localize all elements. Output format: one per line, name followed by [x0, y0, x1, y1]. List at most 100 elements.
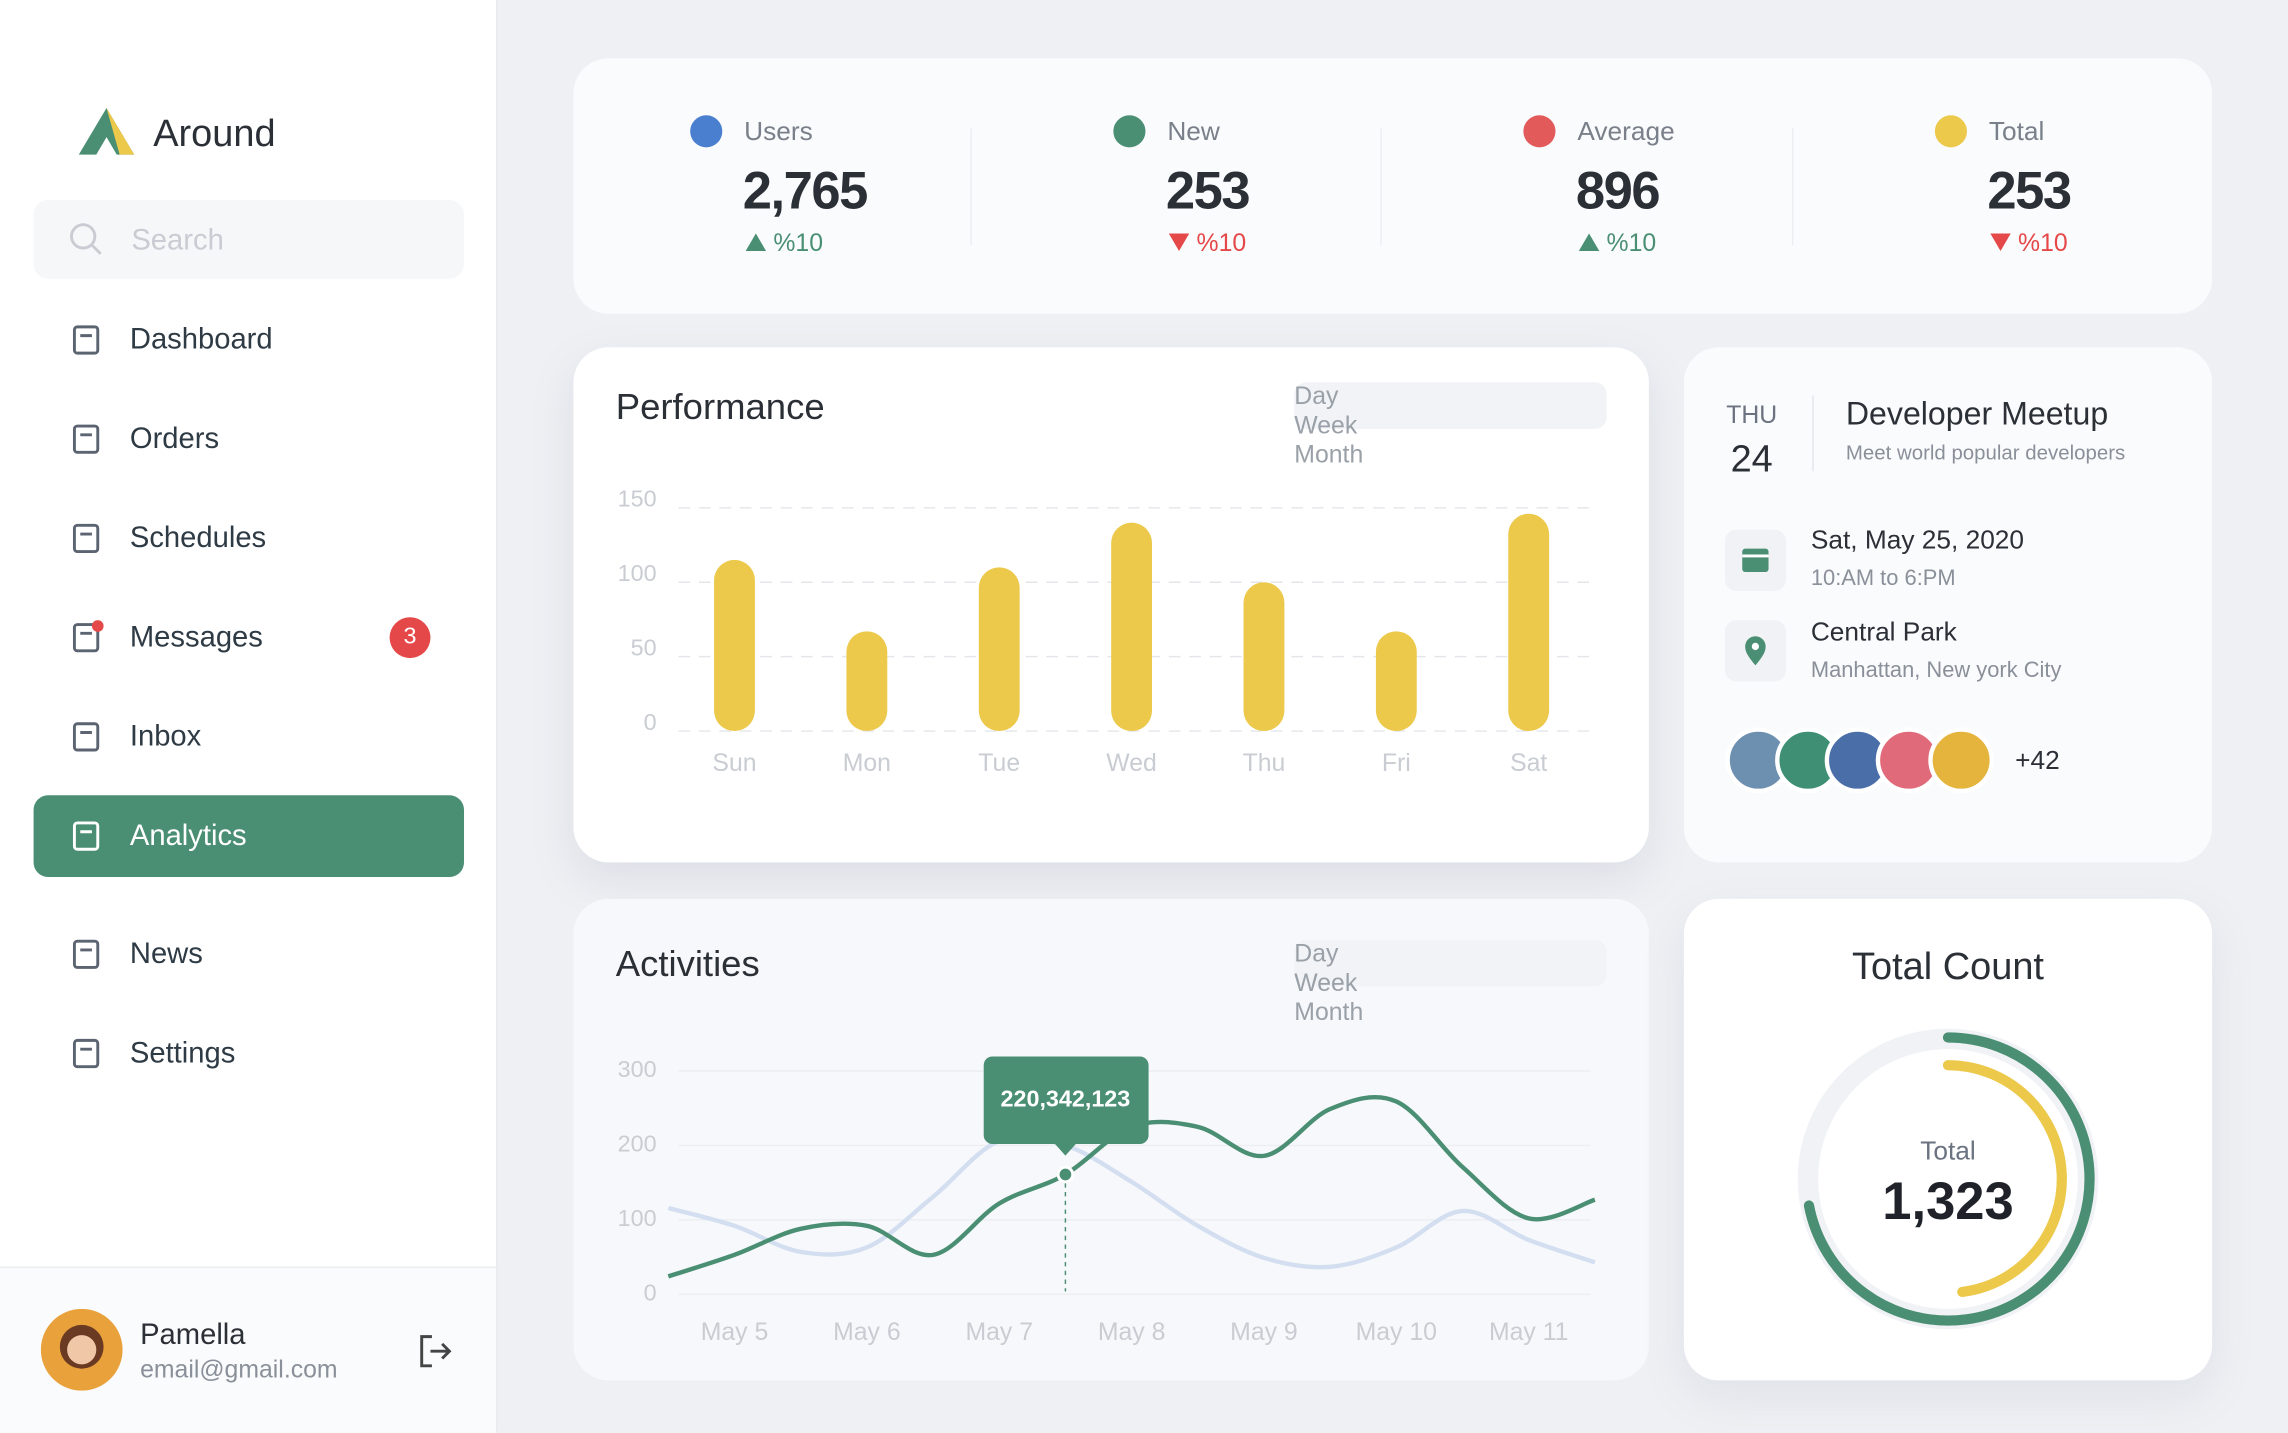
nav-item[interactable]: News	[34, 913, 464, 995]
nav-item[interactable]: Dashboard	[34, 299, 464, 381]
tabs: Day Week Month	[1294, 939, 1607, 1026]
stat-label: Total	[1988, 116, 2045, 146]
bar	[978, 567, 1020, 732]
user-panel: Pamella email@gmail.com	[0, 1266, 497, 1433]
event-day: 24	[1730, 436, 1773, 481]
icon-shape	[1523, 115, 1556, 148]
search-icon	[70, 223, 102, 255]
nav-icon	[72, 325, 100, 355]
icon-shape	[72, 623, 100, 653]
bar	[1243, 582, 1285, 732]
stat-change: %10	[2018, 229, 2068, 257]
card-title: Performance	[615, 386, 825, 428]
x-tick-label: Sat	[1510, 750, 1547, 777]
x-tick-label: May 7	[965, 1319, 1033, 1346]
y-tick-label: 100	[618, 560, 657, 586]
tooltip-text: 220,342,123	[1001, 1085, 1131, 1111]
notification-dot	[91, 620, 104, 632]
event-place: Central Park	[1810, 617, 1957, 647]
nav-item[interactable]: Schedules	[34, 498, 464, 580]
y-tick-label: 0	[644, 709, 657, 735]
nav-icon	[72, 821, 100, 851]
nav-item[interactable]: Inbox	[34, 696, 464, 778]
x-tick-label: Mon	[843, 750, 891, 777]
stat-icon	[690, 115, 723, 148]
tab[interactable]: Day	[1294, 939, 1339, 968]
stat-icon	[1113, 115, 1146, 148]
tooltip	[983, 1056, 1149, 1144]
y-tick-label: 300	[618, 1056, 657, 1082]
center-label: Total	[1920, 1136, 1975, 1166]
nav-item[interactable]: Settings	[34, 1013, 464, 1095]
nav-label: Analytics	[129, 819, 247, 852]
event-time: 10:AM to 6:PM	[1810, 566, 1956, 591]
x-tick-label: Tue	[978, 750, 1020, 777]
tab[interactable]: Week	[1294, 411, 1358, 440]
divider	[1791, 128, 1794, 246]
trend-arrow	[1578, 233, 1600, 251]
icon-shape	[72, 325, 100, 355]
trend-arrow	[1990, 233, 2011, 251]
bar	[846, 631, 888, 732]
attendee-count: +42	[2015, 745, 2060, 775]
brand: Around	[153, 110, 276, 155]
stat-label: Users	[744, 116, 813, 146]
divider	[1380, 128, 1382, 246]
attendees	[1725, 727, 1994, 794]
stat-change: %10	[1606, 229, 1657, 257]
line	[667, 1134, 1596, 1270]
x-tick-label: May 6	[833, 1319, 901, 1346]
stat-value: 253	[1165, 160, 1251, 221]
stat-label: New	[1167, 116, 1220, 146]
y-tick-label: 50	[631, 635, 657, 661]
nav-item[interactable]: Analytics	[33, 795, 465, 877]
icon-shape	[72, 1038, 100, 1069]
nav-icon	[72, 1038, 100, 1069]
nav-item[interactable]: Orders	[34, 398, 464, 480]
search-box[interactable]: Search	[33, 199, 465, 279]
y-tick-label: 100	[618, 1205, 657, 1231]
divider	[970, 128, 972, 246]
event-title: Developer Meetup	[1845, 395, 2109, 432]
icon-shape	[72, 821, 100, 851]
nav-label: News	[129, 937, 203, 970]
tab[interactable]: Week	[1294, 968, 1358, 997]
trend-arrow	[745, 233, 767, 251]
nav-label: Inbox	[129, 720, 202, 753]
x-tick-label: May 5	[701, 1319, 769, 1346]
nav-label: Dashboard	[129, 323, 273, 356]
icon-shape	[72, 424, 100, 454]
y-tick-label: 150	[618, 486, 657, 512]
user-email: email@gmail.com	[140, 1355, 338, 1384]
nav-icon	[72, 939, 100, 969]
x-tick-label: Thu	[1243, 750, 1286, 777]
stat-label: Average	[1577, 116, 1675, 146]
logo	[78, 107, 135, 155]
stat-change: %10	[773, 229, 824, 257]
logout-button[interactable]	[417, 1332, 455, 1370]
total-count-card: Total Count	[1683, 898, 2213, 1381]
bar	[1111, 522, 1153, 732]
icon-shape	[72, 523, 100, 554]
event-card: THU 24 Developer Meetup Meet world popul…	[1683, 347, 2213, 863]
icon-shape	[1934, 115, 1967, 148]
tabs: Day Week Month	[1294, 382, 1607, 468]
nav-label: Settings	[129, 1036, 236, 1069]
icon-shape	[72, 939, 100, 969]
bar	[1508, 513, 1550, 732]
x-tick-label: May 8	[1098, 1319, 1166, 1346]
nav-item[interactable]: Messages 3	[34, 597, 464, 679]
center-value: 1,323	[1882, 1172, 2013, 1231]
tab[interactable]: Month	[1294, 998, 1364, 1026]
tab[interactable]: Day	[1294, 382, 1339, 411]
tab[interactable]: Month	[1294, 440, 1364, 469]
x-tick-label: Fri	[1382, 750, 1411, 777]
bar	[714, 559, 755, 732]
stat-change: %10	[1196, 229, 1247, 257]
nav-icon	[72, 620, 104, 653]
tooltip-pointer	[1053, 1142, 1078, 1156]
avatar	[40, 1308, 123, 1391]
point	[1056, 1165, 1075, 1184]
stat-icon	[1523, 115, 1556, 148]
